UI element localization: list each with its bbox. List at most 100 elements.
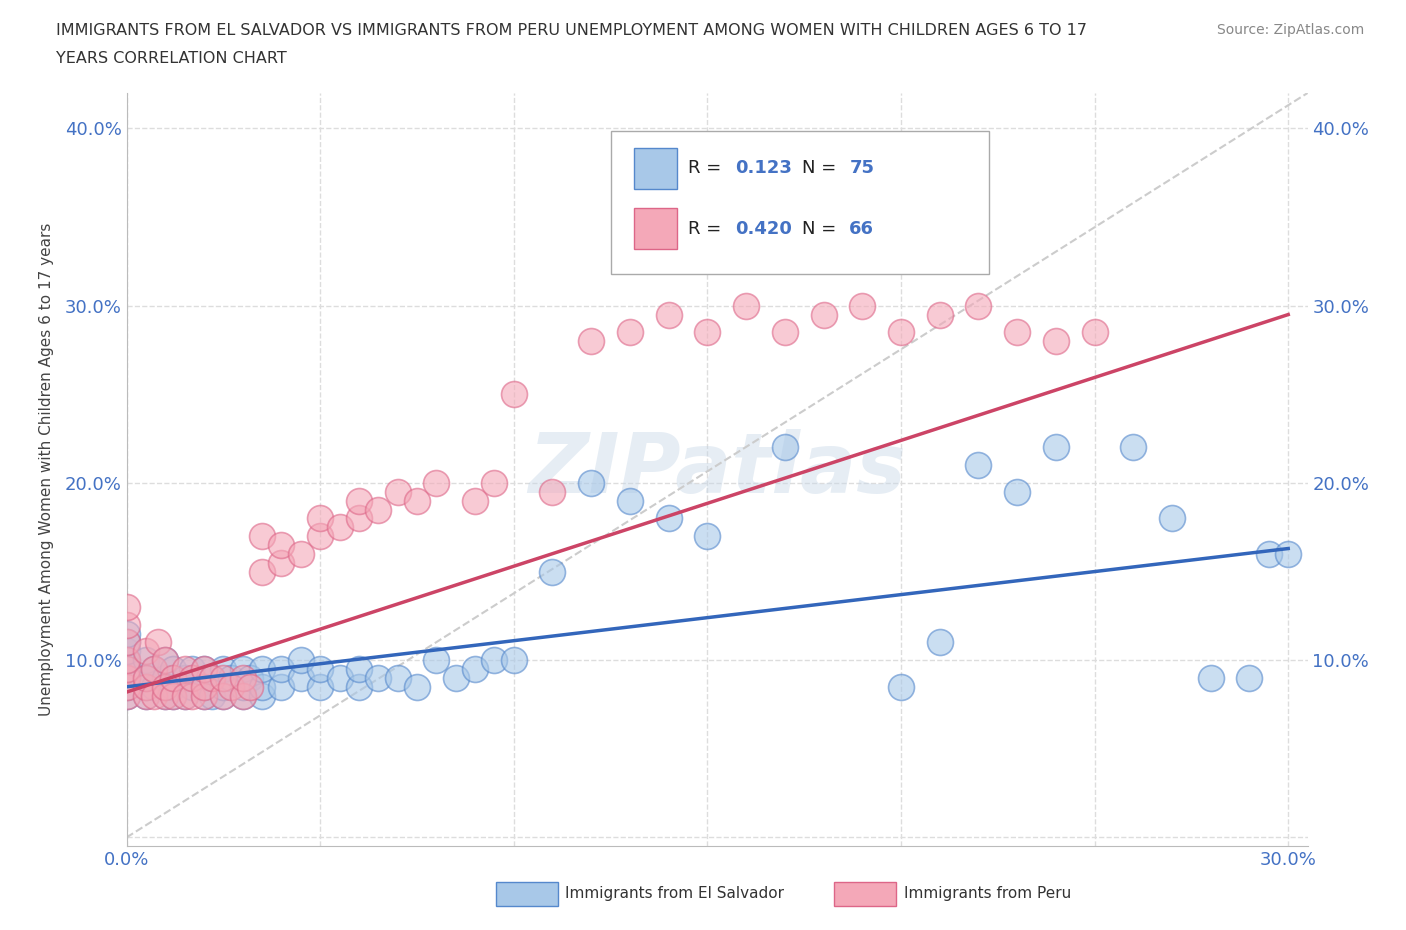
Point: [181, 671, 204, 685]
Text: N =: N =: [801, 219, 842, 237]
Point: [444, 671, 467, 685]
Point: [1005, 325, 1028, 339]
Point: [115, 626, 138, 641]
Point: [115, 671, 138, 685]
Point: [162, 688, 184, 703]
Point: [967, 299, 990, 313]
Point: [115, 618, 138, 632]
Point: [193, 688, 215, 703]
Point: [181, 661, 204, 676]
Point: [619, 493, 641, 508]
Point: [201, 671, 224, 685]
Point: [155, 679, 177, 694]
Point: [135, 671, 157, 685]
Point: [162, 688, 184, 703]
Point: [142, 679, 165, 694]
Point: [1045, 440, 1067, 455]
Point: [115, 688, 138, 703]
Point: [347, 493, 370, 508]
Point: [579, 475, 602, 490]
Point: [212, 688, 235, 703]
Point: [155, 653, 177, 668]
Point: [155, 653, 177, 668]
Point: [212, 671, 235, 685]
FancyBboxPatch shape: [634, 148, 676, 189]
Point: [115, 644, 138, 658]
Point: [115, 653, 138, 668]
Point: [347, 511, 370, 525]
Point: [464, 493, 486, 508]
Point: [502, 387, 524, 402]
Point: [1122, 440, 1144, 455]
Point: [115, 653, 138, 668]
Point: [406, 493, 429, 508]
Point: [1257, 547, 1279, 562]
Point: [173, 661, 195, 676]
Point: [212, 679, 235, 694]
Text: 66: 66: [849, 219, 875, 237]
Point: [290, 671, 312, 685]
Text: Immigrants from El Salvador: Immigrants from El Salvador: [565, 886, 785, 901]
Point: [484, 475, 506, 490]
Point: [193, 679, 215, 694]
Point: [142, 661, 165, 676]
Point: [232, 661, 254, 676]
Point: [250, 688, 273, 703]
Point: [115, 679, 138, 694]
Point: [367, 502, 389, 517]
Point: [142, 661, 165, 676]
Point: [619, 325, 641, 339]
Point: [328, 671, 350, 685]
Point: [115, 600, 138, 615]
Point: [155, 679, 177, 694]
Text: Source: ZipAtlas.com: Source: ZipAtlas.com: [1216, 23, 1364, 37]
Point: [347, 679, 370, 694]
Point: [173, 688, 195, 703]
Point: [309, 528, 332, 543]
Point: [928, 307, 950, 322]
Point: [851, 299, 873, 313]
Point: [1005, 485, 1028, 499]
Point: [1084, 325, 1107, 339]
Point: [193, 688, 215, 703]
Point: [270, 661, 292, 676]
Point: [658, 307, 681, 322]
Point: [328, 520, 350, 535]
Point: [135, 679, 157, 694]
Point: [135, 688, 157, 703]
Point: [367, 671, 389, 685]
Point: [502, 653, 524, 668]
Point: [232, 688, 254, 703]
Point: [1277, 547, 1299, 562]
Point: [115, 679, 138, 694]
Point: [890, 679, 912, 694]
Point: [239, 671, 262, 685]
Point: [270, 555, 292, 570]
Point: [115, 671, 138, 685]
Point: [890, 325, 912, 339]
Point: [232, 671, 254, 685]
Point: [541, 565, 564, 579]
Point: [173, 671, 195, 685]
Point: [270, 538, 292, 552]
Point: [219, 679, 242, 694]
Point: [155, 688, 177, 703]
Point: [696, 325, 718, 339]
Point: [193, 661, 215, 676]
Point: [928, 635, 950, 650]
Text: ZIPatlas: ZIPatlas: [529, 429, 905, 511]
Point: [290, 653, 312, 668]
Point: [212, 688, 235, 703]
Point: [484, 653, 506, 668]
Point: [135, 644, 157, 658]
Point: [181, 688, 204, 703]
Point: [155, 688, 177, 703]
FancyBboxPatch shape: [610, 131, 988, 273]
Point: [212, 661, 235, 676]
Point: [541, 485, 564, 499]
Point: [115, 661, 138, 676]
Point: [146, 635, 169, 650]
Point: [232, 679, 254, 694]
Point: [387, 485, 409, 499]
Point: [1239, 671, 1261, 685]
